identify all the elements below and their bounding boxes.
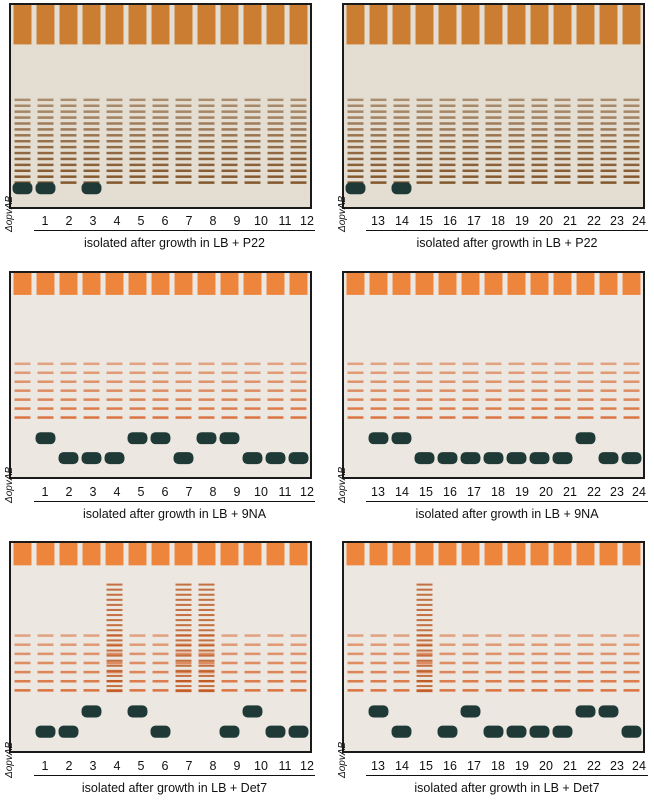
lane-labels-9na-left: 1 2 3 4 5 6 7 8 9 10 11 12 — [0, 485, 320, 499]
lane-label: 18 — [491, 485, 505, 499]
lane-label: 14 — [395, 214, 409, 228]
lane-label: 20 — [539, 485, 553, 499]
panel-caption-p22-right: isolated after growth in LB + P22 — [416, 236, 598, 250]
lane-label: 1 — [41, 485, 49, 499]
lane-label: 13 — [371, 214, 385, 228]
lane-label: 21 — [563, 759, 577, 773]
lane-label: 21 — [563, 214, 577, 228]
lane-label: 8 — [209, 759, 217, 773]
lane-label: 10 — [254, 214, 268, 228]
lane-label: 9 — [233, 214, 241, 228]
lane-label: 11 — [278, 214, 292, 228]
lane-label: 10 — [254, 485, 268, 499]
lane-label: 19 — [515, 214, 529, 228]
lane-label: 21 — [563, 485, 577, 499]
lane-label: 20 — [539, 214, 553, 228]
lane-label: 13 — [371, 759, 385, 773]
lane-label: 9 — [233, 759, 241, 773]
lane-label: 14 — [395, 759, 409, 773]
gel-image-det7-right — [342, 541, 645, 753]
lane-label: 19 — [515, 759, 529, 773]
lane-label: 16 — [443, 759, 457, 773]
lane-label: 6 — [161, 214, 169, 228]
lane-label: 8 — [209, 485, 217, 499]
lane-label: 17 — [467, 485, 481, 499]
lane-label: 14 — [395, 485, 409, 499]
lane-label: 10 — [254, 759, 268, 773]
lane-label: 7 — [185, 759, 193, 773]
lane-label: 4 — [113, 759, 121, 773]
lane-labels-p22-left: 1 2 3 4 5 6 7 8 9 10 11 12 — [0, 214, 320, 228]
lane-label: 2 — [65, 485, 73, 499]
lane-labels-det7-left: 1 2 3 4 5 6 7 8 9 10 11 12 — [0, 759, 320, 773]
lane-label: 3 — [89, 759, 97, 773]
lane-underline — [366, 501, 648, 502]
lane-label: 22 — [587, 214, 601, 228]
lane-labels-det7-right: 13 14 15 16 17 18 19 20 21 22 23 24 — [0, 759, 654, 773]
lane-labels-9na-right: 13 14 15 16 17 18 19 20 21 22 23 24 — [0, 485, 654, 499]
lane-underline — [34, 501, 315, 502]
lane-label: 24 — [632, 759, 646, 773]
panel-caption-det7-left: isolated after growth in LB + Det7 — [81, 781, 268, 795]
lane-label: 23 — [610, 214, 624, 228]
gel-image-p22-right — [342, 3, 645, 209]
lane-label: 5 — [137, 759, 145, 773]
lane-label: 5 — [137, 214, 145, 228]
lane-label: 2 — [65, 759, 73, 773]
lane-label: 22 — [587, 759, 601, 773]
lane-label: 13 — [371, 485, 385, 499]
panel-caption-p22-left: isolated after growth in LB + P22 — [83, 236, 265, 250]
lane-label: 15 — [419, 759, 433, 773]
lane-underline — [366, 230, 648, 231]
lane-label: 6 — [161, 759, 169, 773]
lane-label: 23 — [610, 759, 624, 773]
lane-label: 3 — [89, 214, 97, 228]
lane-label: 16 — [443, 485, 457, 499]
lane-label: 19 — [515, 485, 529, 499]
lane-label: 6 — [161, 485, 169, 499]
lane-label: 15 — [419, 214, 433, 228]
lane-label: 12 — [300, 759, 314, 773]
lane-label: 11 — [278, 759, 292, 773]
lane-underline — [366, 775, 648, 776]
lane-label: 12 — [300, 485, 314, 499]
panel-caption-9na-right: isolated after growth in LB + 9NA — [415, 507, 599, 521]
lane-labels-p22-right: 13 14 15 16 17 18 19 20 21 22 23 24 — [0, 214, 654, 228]
gel-image-9na-left — [9, 271, 312, 479]
lane-label: 7 — [185, 485, 193, 499]
lane-underline — [34, 775, 315, 776]
gel-image-9na-right — [342, 271, 645, 479]
lane-label: 4 — [113, 485, 121, 499]
lane-label: 11 — [278, 485, 292, 499]
lane-label: 12 — [300, 214, 314, 228]
panel-caption-9na-left: isolated after growth in LB + 9NA — [82, 507, 267, 521]
lane-label: 18 — [491, 214, 505, 228]
lane-label: 17 — [467, 214, 481, 228]
lane-label: 24 — [632, 214, 646, 228]
lane-label: 3 — [89, 485, 97, 499]
lane-label: 22 — [587, 485, 601, 499]
lane-label: 23 — [610, 485, 624, 499]
lane-label: 5 — [137, 485, 145, 499]
gel-image-p22-left — [9, 3, 312, 209]
lane-label: 9 — [233, 485, 241, 499]
lane-label: 7 — [185, 214, 193, 228]
lane-label: 16 — [443, 214, 457, 228]
lane-underline — [34, 230, 315, 231]
lane-label: 2 — [65, 214, 73, 228]
lane-label: 17 — [467, 759, 481, 773]
lane-label: 18 — [491, 759, 505, 773]
lane-label: 20 — [539, 759, 553, 773]
lane-label: 15 — [419, 485, 433, 499]
lane-label: 1 — [41, 759, 49, 773]
lane-label: 8 — [209, 214, 217, 228]
gel-image-det7-left — [9, 541, 312, 753]
lane-label: 24 — [632, 485, 646, 499]
panel-caption-det7-right: isolated after growth in LB + Det7 — [414, 781, 600, 795]
lane-label: 1 — [41, 214, 49, 228]
lane-label: 4 — [113, 214, 121, 228]
